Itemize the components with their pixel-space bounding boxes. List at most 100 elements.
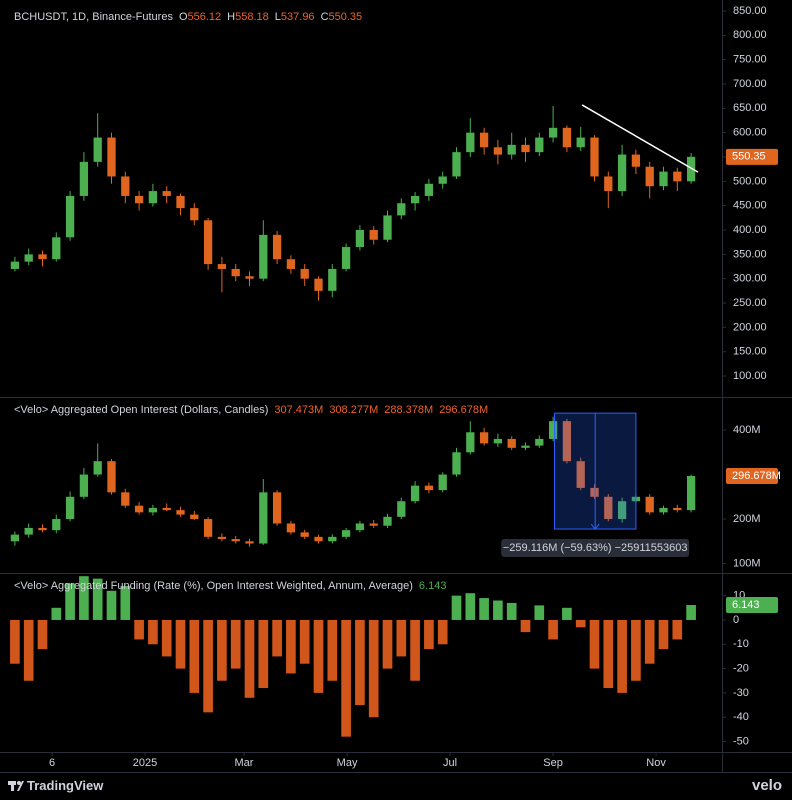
legend-value: 6.143 — [418, 580, 447, 592]
candle-body — [479, 132, 489, 148]
y-tick-label: 850.00 — [733, 5, 767, 17]
candle-body — [369, 230, 378, 240]
candle-body — [631, 154, 641, 167]
funding-bar — [92, 578, 103, 620]
candle-body — [231, 539, 240, 542]
y-tick-label: 150.00 — [733, 346, 767, 358]
funding-bar — [244, 619, 255, 698]
funding-bar — [631, 619, 641, 681]
legend-title: BCHUSDT, 1D, Binance-Futures — [14, 11, 173, 23]
funding-bar — [686, 605, 696, 620]
funding-bar — [327, 619, 338, 681]
y-tick-label: 450.00 — [733, 200, 767, 212]
legend-value: 296.678M — [439, 404, 489, 416]
funding-bar — [382, 619, 393, 669]
last-value-tag — [726, 148, 778, 165]
legend-value: 288.378M — [384, 404, 434, 416]
x-tick-label: Sep — [543, 757, 563, 769]
candle-body — [314, 278, 323, 291]
funding-bar — [355, 619, 365, 706]
candle-body — [369, 523, 378, 526]
y-tick-label: 200.00 — [733, 321, 767, 333]
y-tick-label: 650.00 — [733, 102, 767, 114]
candle-body — [93, 461, 102, 475]
candle-body — [272, 492, 282, 524]
y-tick-label: 600.00 — [733, 127, 767, 139]
legend-value: 308.277M — [329, 404, 379, 416]
funding-bar — [189, 619, 200, 693]
funding-bar — [37, 619, 48, 650]
funding-bar — [258, 619, 269, 689]
candle-body — [107, 461, 116, 493]
ohlc-value: 558.18 — [235, 11, 269, 23]
candle-body — [383, 215, 392, 240]
candle-body — [562, 127, 572, 148]
candle-body — [507, 438, 516, 448]
candle-body — [659, 171, 668, 187]
y-tick-label: 250.00 — [733, 297, 767, 309]
candle-body — [479, 432, 489, 444]
candle-body — [673, 507, 682, 511]
candle-body — [410, 195, 420, 204]
candle-body — [535, 137, 544, 153]
candle-body — [604, 496, 613, 520]
funding-bar — [603, 619, 614, 689]
candle-body — [79, 161, 89, 196]
ohlc-value: 556.12 — [187, 11, 222, 23]
candle-body — [52, 237, 61, 260]
candle-body — [217, 264, 227, 269]
y-tick-label: 400M — [733, 424, 761, 436]
candle-body — [328, 268, 337, 291]
funding-bar — [437, 619, 448, 645]
candle-body — [245, 276, 254, 279]
candle-body — [162, 191, 171, 196]
candle-body — [576, 461, 585, 488]
candle-body — [521, 445, 530, 448]
candle-body — [548, 127, 558, 138]
funding-bar — [575, 619, 586, 628]
y-tick-label: 100.00 — [733, 370, 767, 382]
candle-body — [617, 501, 627, 520]
y-tick-label: 200M — [733, 513, 761, 525]
ohlc-item: L537.96 — [275, 11, 315, 23]
legend-title: <Velo> Aggregated Open Interest (Dollars… — [14, 404, 269, 416]
candle-body — [604, 176, 613, 192]
candle-body — [134, 195, 144, 204]
funding-bar — [65, 583, 75, 620]
candle-body — [79, 474, 89, 497]
y-tick-label: 350.00 — [733, 248, 767, 260]
candle-body — [121, 176, 130, 196]
measure-label-bg — [501, 539, 690, 558]
candle-body — [686, 476, 696, 511]
candle-body — [300, 532, 309, 537]
candle-body — [590, 137, 599, 177]
candle-body — [231, 268, 240, 277]
candle-body — [438, 474, 447, 491]
candle-body — [286, 259, 296, 269]
candle-body — [617, 154, 627, 192]
measure-arrow-head — [590, 523, 600, 530]
candle-body — [121, 492, 130, 506]
funding-bar — [368, 619, 379, 718]
candle-body — [217, 536, 227, 540]
funding-bar — [106, 590, 117, 620]
last-value-tag — [726, 468, 778, 485]
funding-bar — [175, 619, 186, 669]
funding-legend: <Velo> Aggregated Funding (Rate (%), Ope… — [14, 580, 446, 592]
candle-body — [452, 152, 461, 177]
candle-body — [466, 132, 475, 153]
candle-body — [93, 137, 102, 162]
funding-bar — [230, 619, 241, 669]
funding-bar — [672, 619, 683, 640]
ohlc-item: O556.12 — [179, 11, 221, 23]
candle-body — [341, 247, 351, 269]
candle-body — [259, 492, 268, 544]
candle-body — [134, 505, 144, 513]
y-tick-label: 750.00 — [733, 54, 767, 66]
candle-body — [507, 144, 516, 155]
candle-body — [52, 519, 61, 531]
last-value-label: 296.678M — [732, 470, 781, 482]
candle-body — [548, 421, 558, 439]
